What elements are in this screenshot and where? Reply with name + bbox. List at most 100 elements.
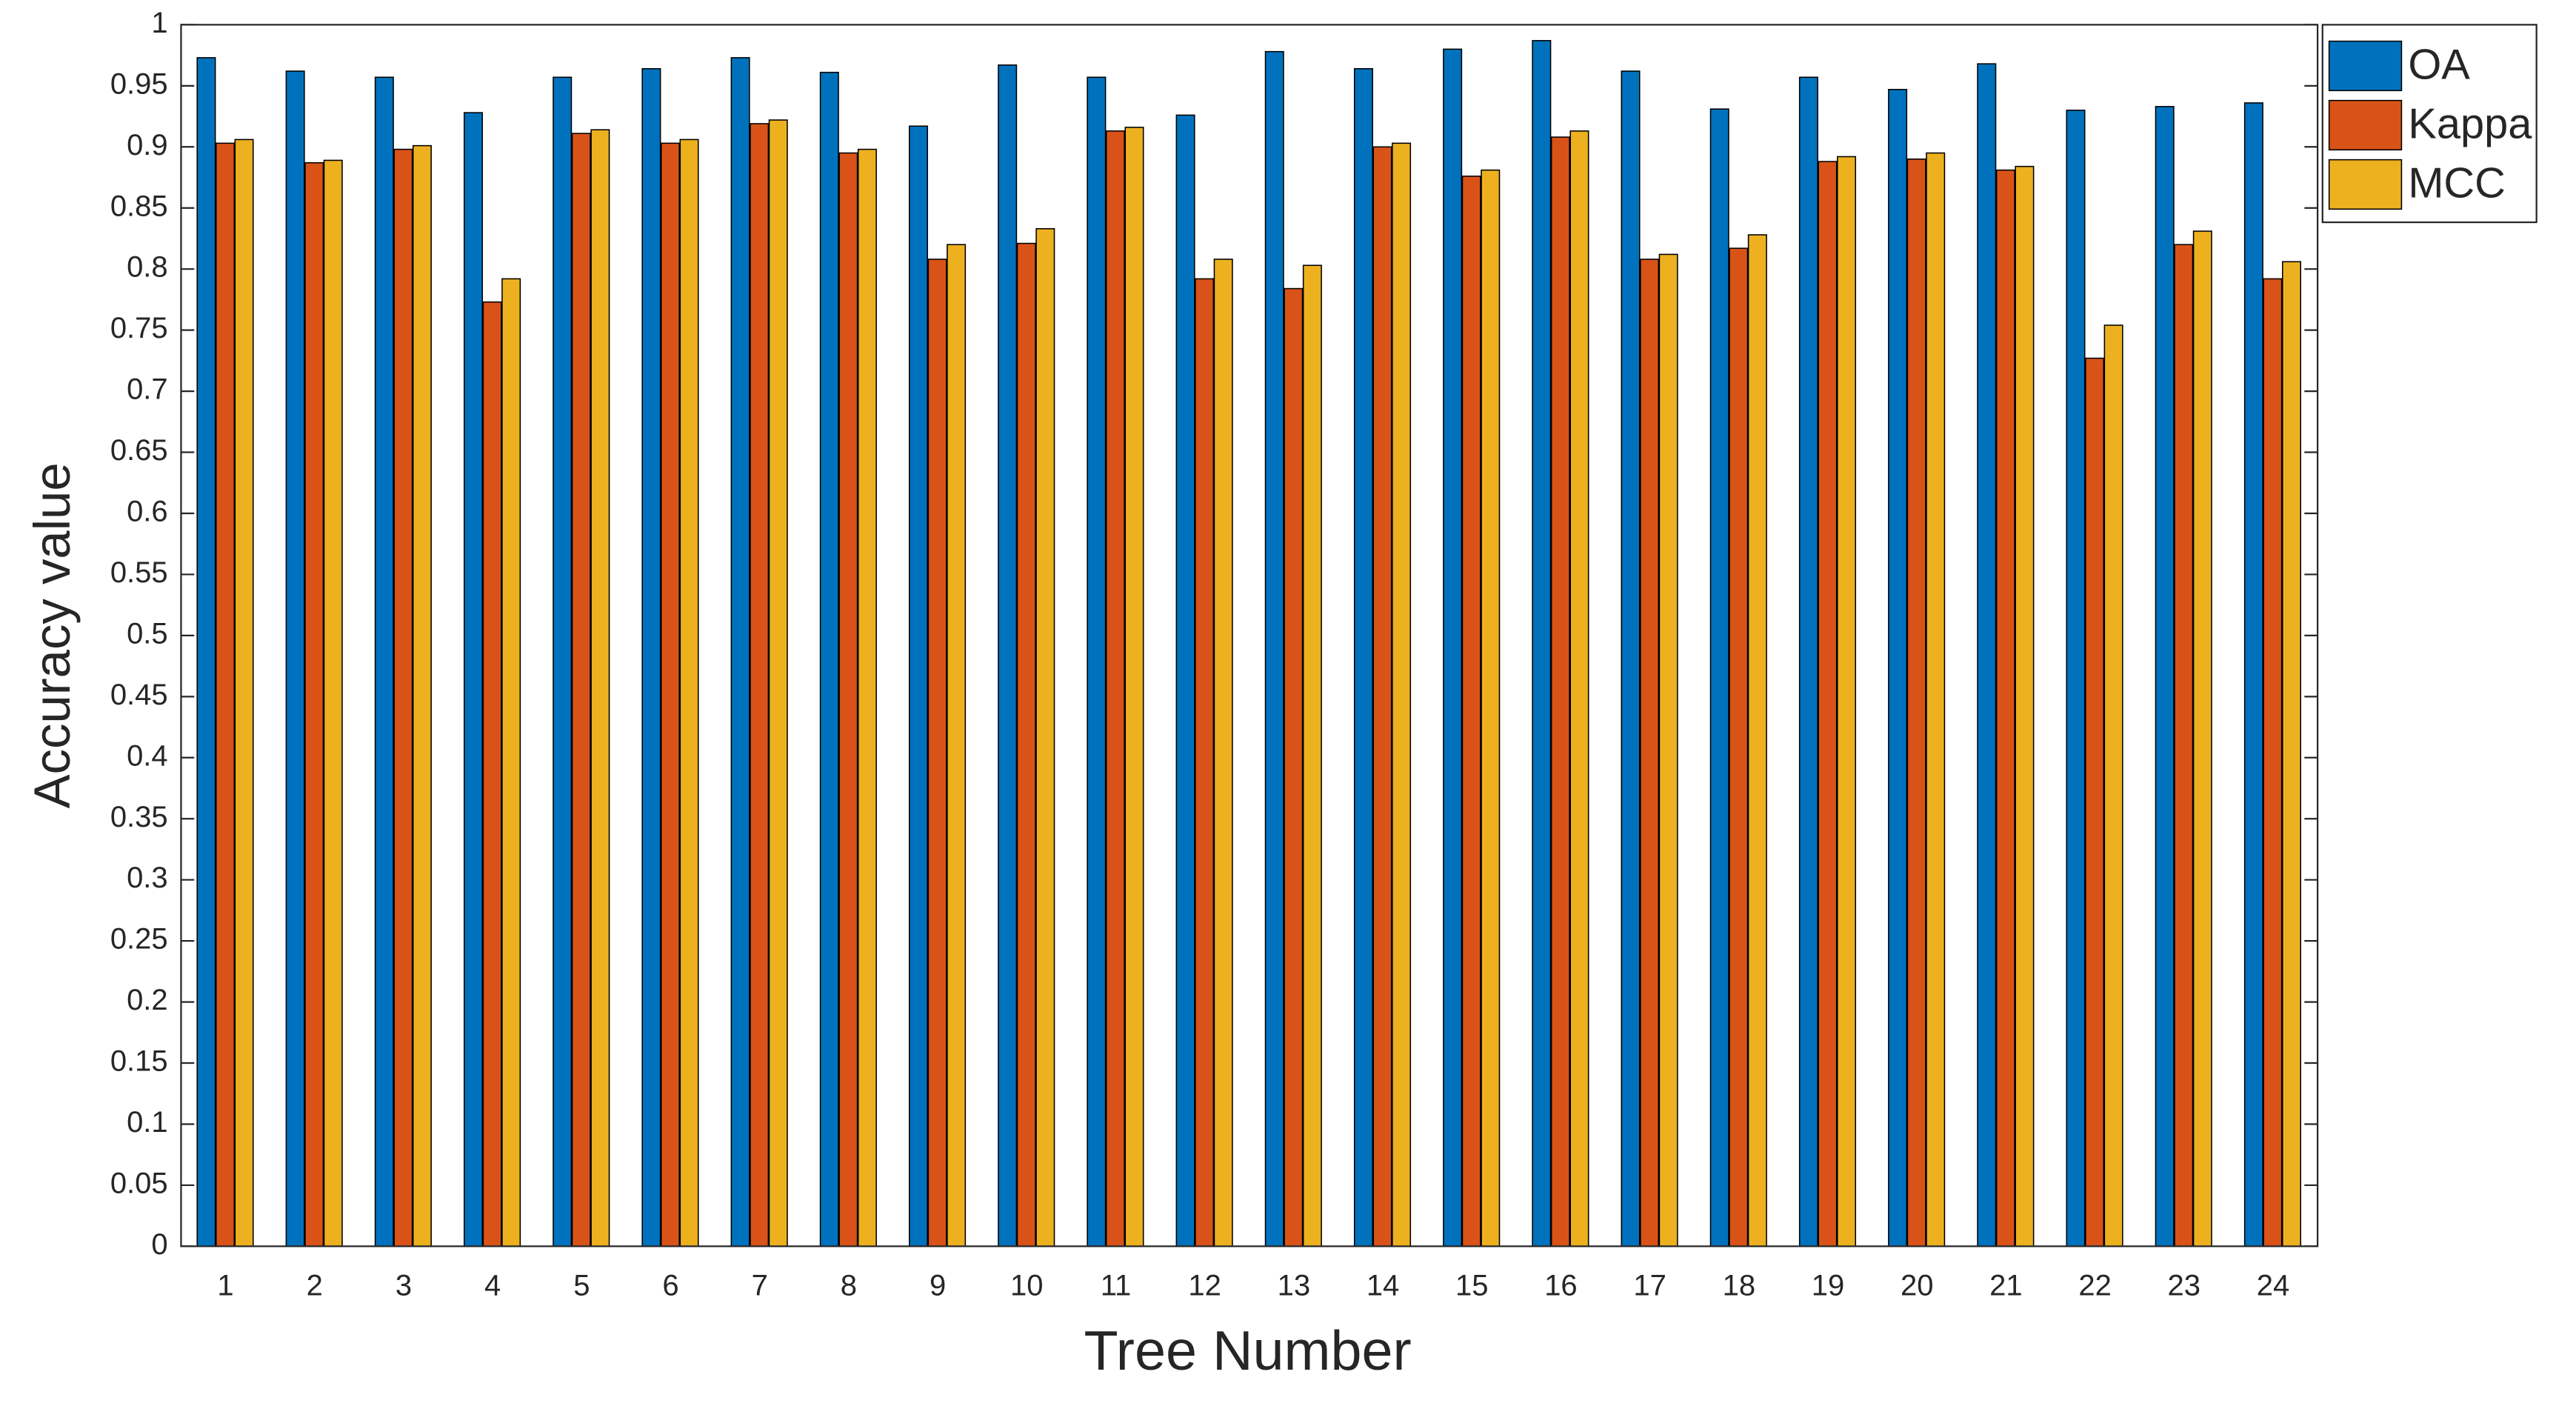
bar xyxy=(2155,106,2175,1247)
bar xyxy=(927,259,947,1247)
bar xyxy=(660,142,680,1247)
x-tick-label: 12 xyxy=(1188,1270,1221,1302)
y-tick-label: 0.55 xyxy=(110,556,168,589)
x-tick-label: 4 xyxy=(484,1270,501,1302)
x-tick-label: 13 xyxy=(1278,1270,1311,1302)
bar xyxy=(2085,357,2105,1247)
bar xyxy=(1906,158,1926,1247)
x-tick-label: 15 xyxy=(1455,1270,1489,1302)
bar xyxy=(819,71,839,1247)
bar xyxy=(304,161,324,1247)
x-tick-label: 1 xyxy=(217,1270,233,1302)
bar xyxy=(553,76,573,1247)
bar xyxy=(908,125,928,1247)
bar xyxy=(838,152,858,1247)
bar xyxy=(1658,253,1678,1247)
y-tick-label: 0.9 xyxy=(127,129,168,161)
y-tick-label: 0.1 xyxy=(127,1106,168,1139)
bar xyxy=(285,70,305,1247)
bar xyxy=(1818,161,1838,1247)
x-tick-label: 6 xyxy=(662,1270,678,1302)
bar xyxy=(1995,169,2015,1247)
bar xyxy=(998,64,1018,1247)
bar xyxy=(1302,264,1322,1247)
bar xyxy=(2103,324,2123,1247)
bar xyxy=(1195,278,1215,1247)
legend-swatch xyxy=(2328,159,2403,210)
bar xyxy=(947,244,967,1247)
y-tick-label: 1 xyxy=(151,7,167,39)
bar xyxy=(590,129,610,1247)
bar xyxy=(730,57,750,1247)
bar xyxy=(571,133,591,1247)
x-tick-label: 18 xyxy=(1723,1270,1755,1302)
x-tick-label: 10 xyxy=(1010,1270,1044,1302)
bar xyxy=(1105,130,1125,1247)
bar xyxy=(412,144,432,1247)
bar xyxy=(1213,259,1233,1247)
y-tick-label: 0.45 xyxy=(110,679,168,711)
y-tick-label: 0.85 xyxy=(110,190,168,222)
x-tick-label: 20 xyxy=(1901,1270,1934,1302)
bar xyxy=(1747,234,1767,1247)
bar xyxy=(1729,247,1749,1247)
y-tick-label: 0.3 xyxy=(127,862,168,894)
x-tick-label: 17 xyxy=(1633,1270,1666,1302)
y-tick-label: 0.15 xyxy=(110,1045,168,1078)
bar xyxy=(1035,227,1055,1247)
bar xyxy=(2263,278,2283,1247)
bar xyxy=(1977,63,1997,1247)
bar xyxy=(2066,110,2086,1247)
bar xyxy=(2281,261,2301,1247)
bar xyxy=(196,57,216,1247)
bar xyxy=(1837,156,1857,1247)
legend-label: Kappa xyxy=(2408,100,2532,147)
x-tick-label: 7 xyxy=(752,1270,768,1302)
bar xyxy=(1621,70,1641,1247)
bar xyxy=(2192,230,2212,1247)
bar xyxy=(1372,146,1392,1247)
x-tick-label: 19 xyxy=(1812,1270,1844,1302)
bar xyxy=(1888,89,1908,1247)
plot-frame xyxy=(180,24,2319,1247)
bar xyxy=(1569,130,1589,1247)
bar xyxy=(482,301,502,1247)
x-tick-label: 3 xyxy=(396,1270,412,1302)
y-tick-label: 0 xyxy=(151,1228,167,1261)
x-tick-label: 2 xyxy=(307,1270,323,1302)
bar xyxy=(1798,76,1818,1247)
x-tick-label: 11 xyxy=(1101,1270,1132,1302)
bar xyxy=(1392,142,1412,1247)
legend-label: MCC xyxy=(2408,159,2506,207)
y-tick-label: 0.05 xyxy=(110,1167,168,1199)
y-tick-label: 0.5 xyxy=(127,617,168,650)
x-axis-label: Tree Number xyxy=(1084,1320,1411,1382)
x-tick-label: 24 xyxy=(2257,1270,2290,1302)
y-tick-label: 0.75 xyxy=(110,312,168,344)
bar xyxy=(641,67,661,1247)
bar xyxy=(2015,165,2035,1247)
bar xyxy=(679,139,699,1247)
y-tick-label: 0.65 xyxy=(110,434,168,467)
bar xyxy=(1016,242,1036,1247)
bar xyxy=(393,148,413,1247)
x-tick-label: 14 xyxy=(1367,1270,1400,1302)
bar xyxy=(2243,102,2263,1247)
legend-swatch xyxy=(2328,99,2403,151)
legend-swatch xyxy=(2328,40,2403,92)
bar xyxy=(857,148,877,1247)
bar xyxy=(1640,259,1660,1247)
bar xyxy=(464,112,484,1247)
x-tick-label: 23 xyxy=(2168,1270,2201,1302)
y-tick-label: 0.35 xyxy=(110,801,168,833)
bar xyxy=(1284,287,1304,1247)
bar xyxy=(1124,127,1144,1247)
bar xyxy=(1087,76,1107,1247)
y-tick-label: 0.2 xyxy=(127,984,168,1016)
bar xyxy=(1353,67,1373,1247)
bar xyxy=(1461,176,1481,1247)
bar xyxy=(1481,169,1501,1247)
legend-label: OA xyxy=(2408,41,2470,88)
